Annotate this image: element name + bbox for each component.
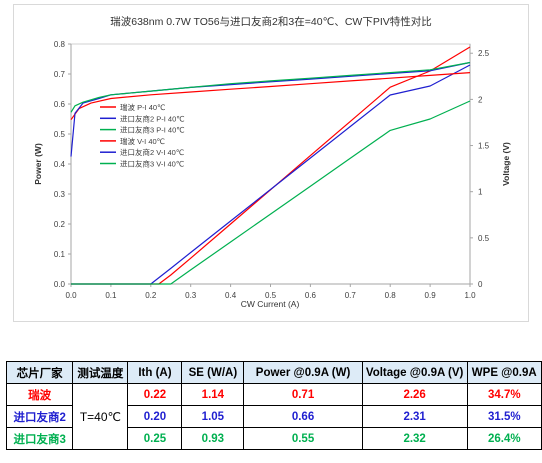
y-tick-label: 0.5: [54, 130, 66, 139]
header-wpe: WPE @0.9A: [466, 361, 542, 384]
chart-frame: 瑞波638nm 0.7W TO56与进口友商2和3在=40℃、CW下PIV特性对…: [13, 4, 529, 322]
x-tick-label: 0.4: [225, 291, 237, 300]
se-cell: 1.14: [181, 383, 245, 406]
y2-tick-labels: 0 0.5 1 1.5 2 2.5: [470, 49, 490, 289]
header-power: Power @0.9A (W): [243, 361, 363, 384]
series-line-2: [71, 64, 471, 285]
vendor-cell: 进口友商2: [5, 405, 74, 428]
voltage-cell: 2.31: [361, 405, 468, 428]
series-line-4: [70, 72, 471, 121]
x-tick-label: 1.0: [464, 291, 476, 300]
legend-label: 瑞波 P-I 40℃: [120, 102, 166, 112]
legend-label: 进口友商2 V-I 40℃: [120, 147, 184, 157]
y-tick-labels: 0.0 0.1 0.2 0.3 0.4 0.5 0.6 0.7 0.8: [54, 40, 71, 289]
header-se: SE (W/A): [181, 361, 245, 384]
se-cell: 0.93: [181, 427, 245, 450]
power-cell: 0.55: [243, 427, 363, 450]
ith-cell: 0.22: [127, 383, 183, 406]
table-header-row: 芯片厂家 测试温度 Ith (A) SE (W/A) Power @0.9A (…: [5, 361, 542, 384]
x-tick-label: 0.6: [305, 291, 317, 300]
x-tick-label: 0.9: [425, 291, 437, 300]
series-lines: [70, 46, 471, 285]
table-row: 瑞波 T=40℃ 0.22 1.14 0.71 2.26 34.7%: [5, 383, 542, 450]
x-tick-label: 0.0: [65, 291, 77, 300]
header-vendor: 芯片厂家: [5, 361, 74, 384]
x-tick-label: 0.3: [185, 291, 197, 300]
series-line-6: [70, 61, 471, 113]
ith-cell: 0.25: [127, 427, 183, 450]
header-temperature: 测试温度: [72, 361, 129, 384]
y2-tick-label: 2: [478, 95, 483, 104]
table-row: 进口友商3 0.25 0.93 0.55 2.32 26.4%: [5, 427, 542, 450]
x-tick-label: 0.8: [385, 291, 397, 300]
wpe-cell: 26.4%: [466, 427, 542, 450]
y2-tick-label: 0: [478, 280, 483, 289]
x-axis-label: CW Current (A): [241, 299, 300, 309]
y2-tick-label: 2.5: [478, 49, 490, 58]
y2-axis-label: Voltage (V): [501, 142, 511, 186]
y-tick-label: 0.1: [54, 250, 66, 259]
wpe-cell: 34.7%: [466, 383, 542, 406]
header-voltage: Voltage @0.9A (V): [361, 361, 468, 384]
vendor-cell: 进口友商3: [5, 427, 74, 450]
legend-label: 瑞波 V-I 40℃: [120, 136, 165, 146]
y-tick-label: 0.2: [54, 220, 66, 229]
se-cell: 1.05: [181, 405, 245, 428]
series-line-3: [71, 100, 471, 285]
y-tick-label: 0.3: [54, 190, 66, 199]
legend-label: 进口友商3 V-I 40℃: [120, 159, 184, 169]
temperature-cell: T=40℃: [72, 383, 129, 450]
header-ith: Ith (A): [127, 361, 183, 384]
piv-chart: 瑞波638nm 0.7W TO56与进口友商2和3在=40℃、CW下PIV特性对…: [33, 15, 511, 309]
y-axis-label: Power (W): [33, 143, 43, 185]
legend-label: 进口友商2 P-I 40℃: [120, 113, 185, 123]
x-tick-label: 0.2: [145, 291, 157, 300]
ith-cell: 0.20: [127, 405, 183, 428]
wpe-cell: 31.5%: [466, 405, 542, 428]
y2-tick-label: 1: [478, 188, 483, 197]
power-cell: 0.71: [243, 383, 363, 406]
voltage-cell: 2.32: [361, 427, 468, 450]
chart-title: 瑞波638nm 0.7W TO56与进口友商2和3在=40℃、CW下PIV特性对…: [110, 15, 432, 28]
table-row: 进口友商2 0.20 1.05 0.66 2.31 31.5%: [5, 405, 542, 428]
x-tick-label: 0.5: [265, 291, 277, 300]
y-tick-label: 0.0: [54, 280, 66, 289]
results-table: 芯片厂家 测试温度 Ith (A) SE (W/A) Power @0.9A (…: [5, 361, 542, 450]
y-tick-label: 0.8: [54, 40, 66, 49]
y2-tick-label: 0.5: [478, 234, 490, 243]
y-tick-label: 0.4: [54, 160, 66, 169]
y-tick-label: 0.7: [54, 70, 66, 79]
x-tick-label: 0.7: [345, 291, 357, 300]
voltage-cell: 2.26: [361, 383, 468, 406]
y-tick-label: 0.6: [54, 100, 66, 109]
x-tick-labels: 0.0 0.1 0.2 0.3 0.4 0.5 0.6 0.7 0.8 0.9 1.0: [65, 284, 476, 300]
y2-tick-label: 1.5: [478, 142, 490, 151]
power-cell: 0.66: [243, 405, 363, 428]
legend-label: 进口友商3 P-I 40℃: [120, 125, 185, 135]
x-tick-label: 0.1: [105, 291, 117, 300]
vendor-cell: 瑞波: [5, 383, 74, 406]
